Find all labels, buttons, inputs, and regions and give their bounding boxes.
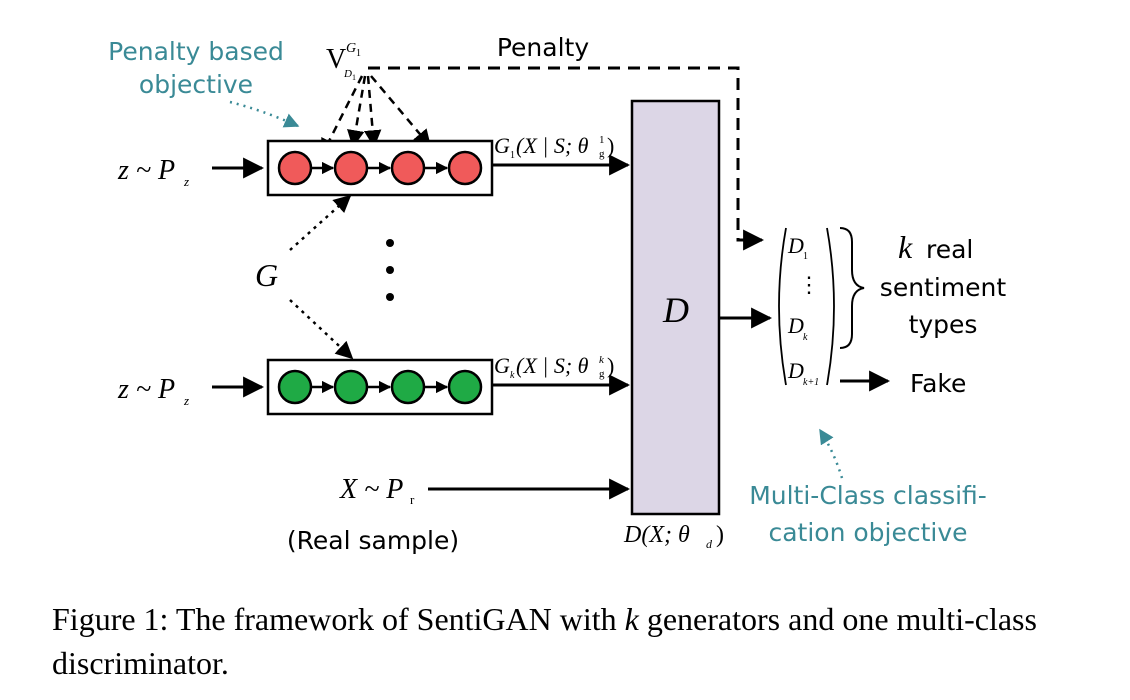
- svg-text:): ): [607, 353, 614, 378]
- svg-text:k: k: [898, 229, 913, 265]
- figure-caption: Figure 1: The framework of SentiGAN with…: [52, 597, 1092, 685]
- g1-output-label: G 1 (X | S; θ 1 g ): [494, 133, 614, 161]
- penalty-feedback-path: [368, 66, 765, 251]
- generator-k: [266, 358, 494, 416]
- svg-text:r: r: [410, 492, 415, 507]
- generator-1-node: [390, 150, 426, 186]
- generator-group-label: G: [255, 257, 278, 293]
- v-value-label: V G 1 D 1: [326, 41, 361, 82]
- multiclass-pointer: [818, 428, 844, 479]
- multiclass-label-line1: Multi-Class classifi-: [749, 481, 987, 510]
- generator-1-node: [333, 150, 369, 186]
- generator-k-node: [390, 369, 426, 405]
- svg-text:D: D: [787, 313, 804, 338]
- g-to-generator-k-arrow: [289, 299, 354, 360]
- g-to-generator-1-arrow: [289, 194, 352, 251]
- svg-text:1: 1: [803, 251, 808, 262]
- svg-text:1: 1: [352, 73, 356, 82]
- svg-text:G: G: [494, 353, 510, 378]
- svg-text:(X | S; θ: (X | S; θ: [516, 133, 589, 158]
- svg-text:types: types: [909, 310, 978, 339]
- svg-text:1: 1: [599, 134, 605, 146]
- svg-text:g: g: [599, 148, 605, 160]
- penalty-objective-pointer: [229, 100, 300, 128]
- svg-text:z ~ P: z ~ P: [117, 374, 175, 405]
- discriminator-label: D: [662, 290, 689, 330]
- output-d1: D 1: [787, 233, 808, 262]
- real-sample-label: (Real sample): [287, 526, 459, 555]
- svg-text:sentiment: sentiment: [880, 273, 1007, 302]
- generator-k-node: [333, 369, 369, 405]
- svg-text:g: g: [599, 368, 605, 380]
- generator-k-node: [277, 369, 313, 405]
- penalty-objective-label-line2: objective: [139, 70, 253, 99]
- output-dk: D k: [787, 313, 808, 343]
- output-dk1: D k+1: [787, 358, 819, 388]
- gk-output-label: G k (X | S; θ k g ): [494, 353, 614, 381]
- discriminator-caption: D(X; θ d ): [623, 522, 724, 551]
- generator-k-node: [447, 369, 483, 405]
- svg-text:k: k: [803, 332, 808, 343]
- output-vector-right-paren: [826, 227, 835, 386]
- svg-text:k: k: [599, 354, 605, 366]
- svg-text:V: V: [326, 44, 346, 75]
- penalty-objective-label-line1: Penalty based: [108, 37, 284, 66]
- svg-text:1: 1: [510, 150, 515, 161]
- svg-text:X ~ P: X ~ P: [339, 474, 403, 505]
- svg-text:d: d: [706, 537, 713, 551]
- svg-text:D(X; θ: D(X; θ: [623, 522, 690, 548]
- svg-text:(X | S; θ: (X | S; θ: [516, 353, 589, 378]
- svg-text:G: G: [494, 133, 510, 158]
- svg-text:z: z: [183, 174, 189, 189]
- svg-text:D: D: [343, 68, 352, 80]
- caption-suffix: generators and one multi-class discrimin…: [52, 601, 1037, 681]
- svg-text:z: z: [183, 393, 189, 408]
- multiclass-label-line2: cation objective: [768, 518, 967, 547]
- fake-label: Fake: [910, 369, 966, 398]
- output-vdots: ⋮: [798, 272, 820, 297]
- svg-text:z ~ P: z ~ P: [117, 155, 175, 186]
- generator-1-node: [447, 150, 483, 186]
- noise-input-k: z ~ P z: [117, 374, 265, 408]
- real-input: X ~ P r: [339, 474, 631, 507]
- noise-input-1: z ~ P z: [117, 155, 265, 189]
- svg-text:real: real: [926, 235, 973, 264]
- svg-text:D: D: [787, 358, 804, 383]
- discriminator-box: [630, 99, 721, 516]
- svg-text:G: G: [346, 41, 356, 56]
- svg-text:): ): [716, 522, 724, 548]
- generators-ellipsis: [386, 239, 394, 301]
- generator-1-node: [277, 150, 313, 186]
- svg-text:k+1: k+1: [803, 377, 819, 388]
- value-to-generator-arrows: [320, 75, 432, 157]
- caption-k: k: [624, 601, 639, 637]
- caption-prefix: Figure 1: The framework of SentiGAN with: [52, 601, 625, 637]
- penalty-label: Penalty: [497, 33, 589, 62]
- generator-1: [266, 139, 494, 197]
- output-vector-left-paren: [778, 227, 787, 386]
- svg-text:k: k: [510, 370, 515, 381]
- svg-text:D: D: [787, 233, 804, 258]
- svg-text:): ): [607, 133, 614, 158]
- real-sentiment-label: k real sentiment types: [880, 229, 1007, 339]
- real-classes-brace: [839, 227, 865, 349]
- svg-text:1: 1: [356, 48, 361, 59]
